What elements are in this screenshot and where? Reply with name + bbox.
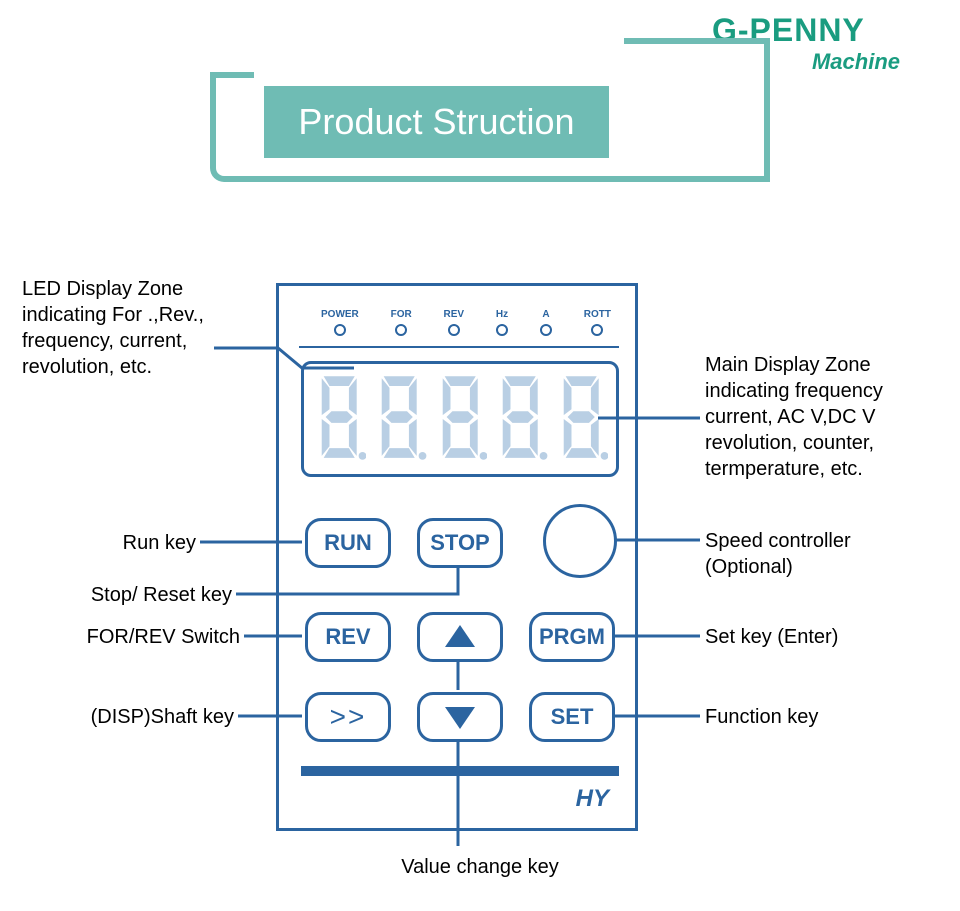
led-label: A xyxy=(542,309,549,320)
chevron-right-icon: >> xyxy=(330,701,367,733)
divider-line xyxy=(299,346,619,348)
button-label: SET xyxy=(551,704,594,730)
button-label: RUN xyxy=(324,530,372,556)
button-label: PRGM xyxy=(539,624,605,650)
anno-value: Value change key xyxy=(350,854,610,880)
prgm-button[interactable]: PRGM xyxy=(529,612,615,662)
anno-func: Function key xyxy=(705,704,925,730)
run-button[interactable]: RUN xyxy=(305,518,391,568)
led-label: ROTT xyxy=(584,309,611,320)
led-label: POWER xyxy=(321,309,359,320)
main-display xyxy=(301,361,619,477)
led-label: REV xyxy=(444,309,465,320)
anno-stop: Stop/ Reset key xyxy=(20,582,232,608)
button-label: STOP xyxy=(430,530,490,556)
bottom-bar xyxy=(301,766,619,776)
title-text: Product Struction xyxy=(298,101,574,143)
seven-segment-digit xyxy=(372,373,426,465)
header-area: G-PENNY Machine Product Struction xyxy=(0,0,960,200)
device-panel: POWER FOR REV Hz A ROTT HY RUN STOP REV PRGM >> SE… xyxy=(276,283,638,831)
stop-button[interactable]: STOP xyxy=(417,518,503,568)
led-circle-icon xyxy=(496,324,508,336)
button-label: REV xyxy=(325,624,370,650)
hy-logo: HY xyxy=(576,785,609,813)
disp-button[interactable]: >> xyxy=(305,692,391,742)
led-indicator: Hz xyxy=(496,309,508,336)
title-badge: Product Struction xyxy=(264,86,609,158)
down-button[interactable] xyxy=(417,692,503,742)
seven-segment-digit xyxy=(312,373,366,465)
anno-run: Run key xyxy=(20,530,196,556)
led-indicator: REV xyxy=(444,309,465,336)
seven-segment-digit xyxy=(493,373,547,465)
led-circle-icon xyxy=(591,324,603,336)
anno-main-zone: Main Display Zone indicating frequency c… xyxy=(705,352,935,482)
led-label: FOR xyxy=(391,309,412,320)
seven-segment-digit xyxy=(433,373,487,465)
anno-setkey: Set key (Enter) xyxy=(705,624,925,650)
led-indicator: A xyxy=(540,309,552,336)
up-arrow-icon xyxy=(443,623,477,651)
led-circle-icon xyxy=(395,324,407,336)
anno-led-zone: LED Display Zone indicating For .,Rev., … xyxy=(22,276,222,380)
up-button[interactable] xyxy=(417,612,503,662)
anno-shaft: (DISP)Shaft key xyxy=(20,704,234,730)
anno-speed: Speed controller (Optional) xyxy=(705,528,925,580)
led-circle-icon xyxy=(540,324,552,336)
rev-button[interactable]: REV xyxy=(305,612,391,662)
anno-forrev: FOR/REV Switch xyxy=(20,624,240,650)
led-indicator: ROTT xyxy=(584,309,611,336)
led-label: Hz xyxy=(496,309,508,320)
seven-segment-digit xyxy=(554,373,608,465)
led-indicator: POWER xyxy=(321,309,359,336)
down-arrow-icon xyxy=(443,703,477,731)
led-circle-icon xyxy=(448,324,460,336)
led-row: POWER FOR REV Hz A ROTT xyxy=(321,309,611,336)
led-indicator: FOR xyxy=(391,309,412,336)
brand-subtitle: Machine xyxy=(812,49,900,75)
led-circle-icon xyxy=(334,324,346,336)
speed-dial[interactable] xyxy=(543,504,617,578)
set-button[interactable]: SET xyxy=(529,692,615,742)
title-frame-segment xyxy=(624,38,770,44)
